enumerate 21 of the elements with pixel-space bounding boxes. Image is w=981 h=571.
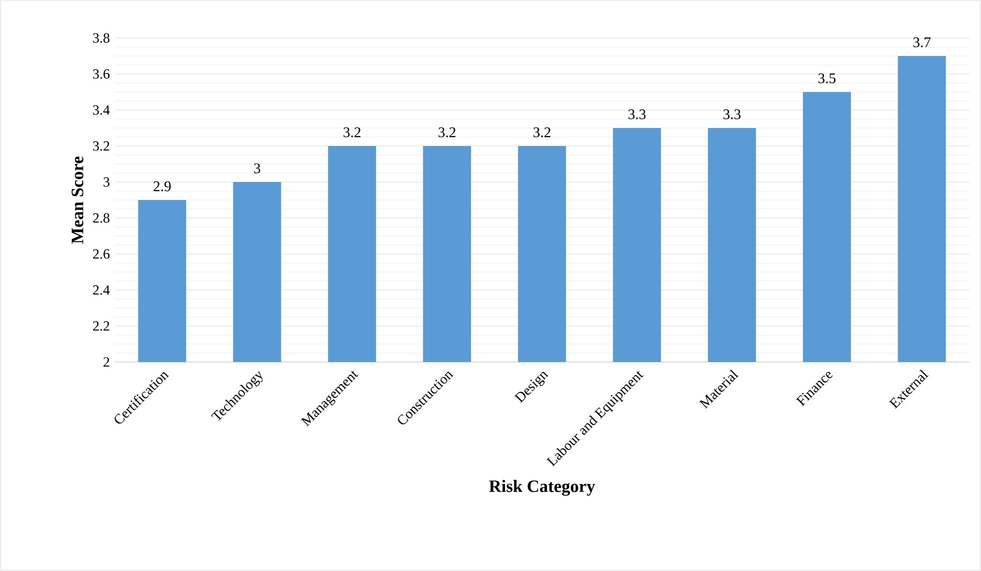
y-tick-label: 3.4 (93, 105, 110, 115)
y-tick-label: 3.6 (93, 69, 110, 79)
y-tick-label: 3.8 (93, 33, 110, 43)
y-tick-label: 2.4 (93, 285, 110, 295)
data-label: 3.2 (344, 127, 360, 138)
data-label: 3.2 (438, 127, 456, 138)
data-label: 3.7 (913, 37, 931, 48)
data-label: 3.2 (534, 127, 550, 138)
y-tick-label: 2 (104, 357, 110, 367)
y-tick-label: 3.2 (93, 141, 110, 151)
y-tick-label: 2.8 (93, 213, 110, 223)
y-tick-label: 3 (104, 177, 110, 187)
y-tick-label: 2.2 (93, 321, 110, 331)
data-label: 2.9 (154, 181, 171, 192)
y-tick-label: 2.6 (93, 249, 110, 259)
x-axis-title: Risk Category (489, 480, 596, 496)
data-label: 3.3 (723, 109, 741, 120)
data-label: 3.3 (628, 109, 646, 120)
data-label: 3 (254, 163, 260, 174)
y-axis-title: Mean Score (72, 156, 84, 244)
data-label: 3.5 (818, 73, 836, 84)
